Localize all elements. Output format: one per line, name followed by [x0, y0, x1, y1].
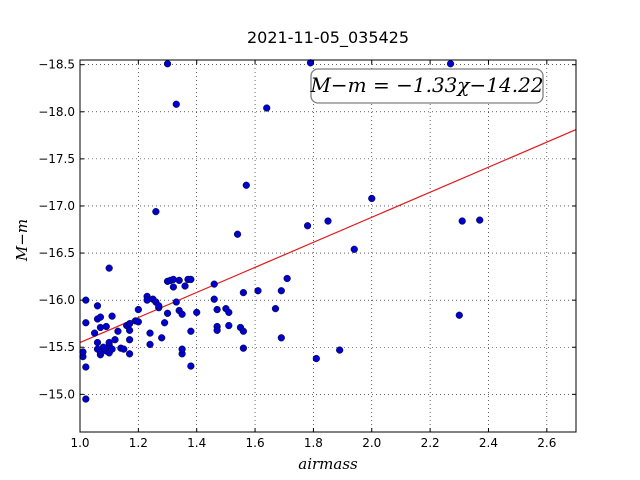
- data-point: [254, 287, 262, 295]
- data-point: [79, 348, 87, 356]
- data-point: [155, 302, 163, 310]
- data-point: [126, 326, 134, 334]
- x-tick-label: 1.0: [70, 436, 89, 450]
- data-point: [283, 274, 291, 283]
- data-point: [277, 287, 285, 295]
- data-point: [336, 346, 344, 354]
- y-tick-label: −18.5: [38, 58, 75, 72]
- y-axis-label: M−m: [13, 219, 31, 262]
- data-point: [210, 295, 218, 303]
- data-point: [233, 230, 242, 238]
- data-point: [108, 312, 116, 320]
- x-tick-label: 1.4: [187, 436, 206, 450]
- data-point: [324, 217, 332, 225]
- axis-ticks: 1.0 1.2 1.4 1.6 1.8 2.0 2.2 2.4 2.6 −15.0 −15.5 −16…: [38, 58, 576, 450]
- y-tick-label: −15.0: [38, 387, 75, 401]
- y-tick-label: −15.5: [38, 340, 75, 354]
- data-point: [93, 302, 102, 310]
- data-point: [134, 318, 142, 326]
- fit-equation-frame: [310, 68, 544, 104]
- data-point: [126, 336, 134, 344]
- x-axis-label: airmass: [298, 455, 358, 473]
- x-tick-label: 1.6: [246, 436, 265, 450]
- data-point: [105, 264, 113, 272]
- data-point: [350, 245, 358, 253]
- data-point: [239, 289, 247, 297]
- chart-title: 2021-11-05_035425: [247, 28, 409, 48]
- data-point: [111, 336, 119, 344]
- data-point: [152, 208, 160, 216]
- data-point: [146, 340, 154, 349]
- data-point: [134, 305, 142, 314]
- data-point: [312, 354, 320, 363]
- data-point: [263, 104, 271, 112]
- data-point: [96, 313, 105, 321]
- y-tick-label: −18.0: [38, 105, 75, 119]
- data-point: [213, 326, 221, 334]
- data-point: [239, 344, 247, 352]
- y-tick-label: −16.5: [38, 246, 75, 260]
- data-point: [187, 275, 195, 284]
- fit-equation-text: M−m = −1.33χ−14.22: [309, 73, 543, 97]
- x-tick-label: 2.4: [479, 436, 498, 450]
- data-point: [446, 60, 455, 68]
- data-point: [455, 311, 463, 319]
- data-point: [172, 298, 180, 306]
- data-point: [187, 327, 195, 335]
- y-tick-label: −17.5: [38, 152, 75, 166]
- data-point: [105, 338, 113, 347]
- data-point: [146, 329, 154, 337]
- x-tick-label: 2.2: [421, 436, 440, 450]
- data-point: [193, 308, 201, 316]
- data-point: [163, 60, 172, 68]
- data-point: [476, 216, 484, 224]
- x-tick-label: 2.0: [362, 436, 381, 450]
- x-tick-label: 1.8: [304, 436, 323, 450]
- data-point: [458, 217, 466, 225]
- data-point: [242, 181, 250, 189]
- x-tick-label: 2.6: [537, 436, 556, 450]
- data-point: [93, 338, 102, 347]
- data-point: [178, 345, 186, 353]
- data-point: [172, 100, 180, 108]
- data-point: [181, 282, 189, 290]
- data-point: [225, 321, 233, 330]
- plot-area: 1.0 1.2 1.4 1.6 1.8 2.0 2.2 2.4 2.6 −15.0 −15.5 −16…: [38, 58, 577, 450]
- data-point: [368, 194, 376, 203]
- data-point: [108, 345, 116, 353]
- data-point: [175, 276, 183, 284]
- data-point: [114, 327, 122, 335]
- data-point: [161, 319, 169, 327]
- data-point: [82, 319, 90, 327]
- data-point: [239, 327, 247, 335]
- data-point: [120, 345, 128, 353]
- data-point: [210, 280, 218, 288]
- grid-lines: [80, 60, 576, 432]
- data-point: [277, 334, 285, 342]
- data-point: [225, 308, 233, 316]
- y-tick-label: −17.0: [38, 199, 75, 213]
- data-point: [82, 363, 90, 371]
- data-point: [90, 329, 99, 337]
- data-point: [178, 310, 186, 318]
- data-point: [303, 222, 312, 230]
- data-point: [187, 362, 195, 370]
- data-point: [163, 309, 172, 317]
- data-point: [102, 322, 110, 331]
- data-point: [213, 305, 221, 314]
- plot-background: [80, 60, 576, 432]
- fit-line-layer: [79, 129, 577, 344]
- data-point: [271, 305, 280, 313]
- data-point: [158, 334, 166, 342]
- data-point: [82, 395, 90, 403]
- plot-frame: [79, 59, 577, 433]
- x-tick-label: 1.2: [129, 436, 148, 450]
- y-tick-label: −16.0: [38, 293, 75, 307]
- fit-line: [79, 129, 577, 344]
- data-point: [126, 320, 134, 328]
- data-point: [126, 350, 134, 358]
- fit-equation-box: M−m = −1.33χ−14.22: [309, 68, 544, 104]
- data-point: [169, 283, 177, 291]
